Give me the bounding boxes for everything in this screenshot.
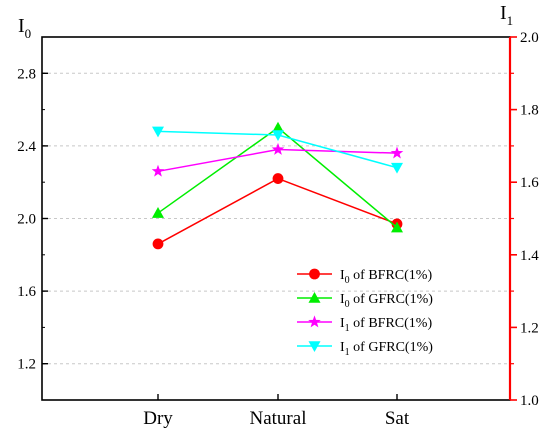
legend: I0 of BFRC(1%) I0 of GFRC(1%) I1 of BFRC(1… — [297, 268, 433, 358]
legend-marker — [308, 315, 321, 328]
legend-item: I1 of BFRC(1%) — [297, 315, 432, 334]
series-line — [157, 148, 398, 173]
left-axis: 1.2 1.6 2.0 2.4 2.8 — [17, 36, 48, 401]
left-tick-label: 2.8 — [17, 66, 36, 82]
x-axis: Dry Natural Sat — [143, 394, 410, 429]
left-tick-label: 1.2 — [17, 357, 36, 373]
legend-label: I1 of BFRC(1%) — [340, 316, 432, 334]
legend-marker — [308, 341, 321, 352]
series-0 — [152, 173, 403, 250]
left-tick-label: 2.4 — [17, 139, 36, 155]
data-point — [390, 146, 404, 159]
data-point — [152, 238, 164, 250]
data-point — [152, 126, 164, 138]
data-point — [272, 173, 284, 184]
data-point — [272, 130, 284, 142]
series-1 — [152, 121, 403, 233]
x-tick-label: Dry — [143, 408, 173, 429]
right-tick-label: 1.4 — [520, 248, 539, 264]
legend-label: I0 of GFRC(1%) — [340, 292, 433, 310]
right-tick-label: 1.2 — [520, 320, 539, 336]
legend-item: I0 of BFRC(1%) — [297, 268, 432, 286]
series-2 — [151, 142, 404, 177]
data-point — [391, 162, 403, 174]
data-point — [271, 142, 285, 155]
legend-marker — [309, 268, 320, 280]
data-point — [152, 207, 164, 218]
legend-label: I0 of BFRC(1%) — [340, 268, 432, 286]
left-tick-label: 2.0 — [17, 212, 36, 228]
right-axis: 1.0 1.2 1.4 1.6 1.8 2.0 — [508, 30, 539, 409]
legend-label: I1 of GFRC(1%) — [340, 340, 433, 358]
right-axis-label: I1 — [500, 2, 513, 28]
data-point — [151, 164, 165, 177]
data-point — [272, 121, 284, 133]
legend-item: I1 of GFRC(1%) — [297, 340, 433, 358]
series-layer — [151, 121, 404, 250]
right-tick-label: 1.8 — [520, 103, 539, 119]
x-tick-label: Natural — [250, 408, 307, 429]
legend-item: I0 of GFRC(1%) — [297, 292, 433, 310]
right-tick-label: 1.6 — [520, 175, 539, 191]
legend-marker — [308, 292, 321, 303]
gridlines — [42, 72, 510, 365]
data-point — [391, 221, 403, 233]
x-tick-label: Sat — [385, 408, 410, 429]
left-axis-label: I0 — [18, 15, 31, 41]
right-tick-label: 2.0 — [520, 30, 539, 46]
series-3 — [152, 126, 403, 174]
left-tick-label: 1.6 — [17, 284, 36, 300]
right-tick-label: 1.0 — [520, 393, 539, 409]
